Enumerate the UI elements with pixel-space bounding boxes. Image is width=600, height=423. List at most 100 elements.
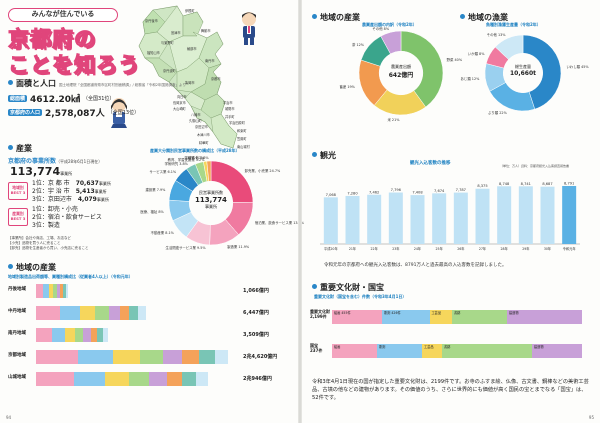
donut-center: 民営事業所数 113,774 事業所 <box>168 190 254 210</box>
tick-label: 21年 <box>349 246 357 251</box>
region-name: 中丹地域 <box>8 309 26 314</box>
donut-slice-label: その他 13% <box>486 33 506 38</box>
bar-segment <box>63 284 66 298</box>
right-page: 地域の産業 農業産出額の内訳（令和2年） 農業産出額 642億円 野菜 40% 米… <box>300 0 600 423</box>
bar-segment: 彫刻 <box>377 344 422 358</box>
tick-label: 平成20年 <box>324 246 338 251</box>
map-label: 綾部市 <box>187 47 197 51</box>
donut-slice-label: 不動産業 8.1% <box>150 231 174 236</box>
fish-heading: 地域の漁業 <box>460 12 508 23</box>
bar <box>518 186 533 244</box>
bar-segment <box>129 306 139 320</box>
tourism-unit-note: （単位：万人）資料：京都府観光入込客調査報告書 <box>500 164 570 168</box>
donut-slice-label: 製造業 11.9% <box>227 245 250 250</box>
list-item: 3位：京田辺市 4,079事業所 <box>32 196 109 203</box>
bar-segment <box>64 328 75 342</box>
page-number-left: 94 <box>6 415 12 420</box>
culture-stacked-bar: 絵画 455件 彫刻 426件 工芸品 書跡 建造物 <box>332 310 582 324</box>
bar-segment <box>181 350 200 364</box>
list-item: 3位：製造 <box>32 222 60 229</box>
bar-segment <box>128 372 150 386</box>
bar-segment <box>139 350 163 364</box>
donut-slice-label: 卸売業、小売業 24.7% <box>244 169 281 174</box>
boy-mascot-icon <box>242 12 256 45</box>
bar-value-label: 8,375 <box>477 184 487 188</box>
culture-title: 重要文化財（国宝を含む）件数（令和3年4月1日） <box>314 294 407 299</box>
bar <box>388 192 403 244</box>
best-sectors-tag: 産業別 BEST 3 <box>8 208 28 226</box>
bar-segment <box>36 306 61 320</box>
page-title: 京都府の ことを知ろう <box>8 26 140 78</box>
bar-segment <box>214 350 228 364</box>
agri-title: 農業産出額の内訳（令和2年） <box>362 22 417 27</box>
bar <box>475 188 490 244</box>
bar-segment <box>43 284 49 298</box>
donut-slice-label: あじ類 12% <box>460 77 480 82</box>
tick-label: 26年 <box>457 246 465 251</box>
tick-label: 22年 <box>371 246 379 251</box>
map-label: 南丹市 <box>205 59 215 63</box>
donut-slice <box>380 30 402 55</box>
area-rank: （全国31位） <box>83 96 115 102</box>
map-label: 八幡市 <box>191 113 201 117</box>
region-total: 2兆4,620億円 <box>243 354 278 360</box>
map-label: 向日市 <box>177 95 187 99</box>
bar-segment <box>112 350 140 364</box>
bar-segment <box>83 328 91 342</box>
map-label: 京都市 <box>211 77 221 81</box>
tick-label: 27年 <box>479 246 487 251</box>
industry-heading: 産業 <box>8 143 32 154</box>
map-label: 木津川市 <box>197 133 210 137</box>
tick-label: 28年 <box>501 246 509 251</box>
bar-value-label: 7,068 <box>326 193 337 197</box>
bar-segment <box>195 372 208 386</box>
culture-heading: 重要文化財・国宝 <box>312 282 384 293</box>
bar <box>410 195 425 244</box>
donut-slice-label: 医療、福祉 8% <box>140 210 164 215</box>
tourism-chart-title: 観光入込客数の推移 <box>410 161 451 166</box>
bar-value-label: 7,280 <box>347 191 358 195</box>
donut-center-unit: 事業所 <box>205 204 217 209</box>
bar-segment <box>36 284 44 298</box>
bar-segment <box>162 350 182 364</box>
culture-row: 国宝 237件 絵画 彫刻 工芸品 書跡 建造物 <box>310 340 590 362</box>
bar-segment <box>57 284 61 298</box>
bar-segment <box>108 306 120 320</box>
bar-segment <box>90 328 98 342</box>
region-stacked-bar <box>36 350 228 364</box>
bar-segment <box>48 284 54 298</box>
map-label: 久御山町 <box>189 119 202 123</box>
bar-segment: 彫刻 426件 <box>382 310 430 324</box>
bar-segment <box>79 306 96 320</box>
bar-segment: 絵画 455件 <box>332 310 382 324</box>
donut-slice-label: 茶 12% <box>351 42 364 47</box>
donut-slice-label: いわし類 45% <box>566 65 589 70</box>
region-name: 丹後地域 <box>8 287 26 292</box>
bar-value-label: 8,741 <box>521 182 531 186</box>
map-label: 京丹波町 <box>163 69 176 73</box>
culture-paragraph: 令和3年4月1日現在の国が指定した重要文化財は、2199件です。お寺のふすま絵、… <box>312 379 589 401</box>
bar-segment: 書跡 <box>442 344 532 358</box>
map-label: 伊根町 <box>185 9 195 13</box>
bar-segment <box>51 328 65 342</box>
bar-segment <box>60 306 80 320</box>
region-total: 1,066億円 <box>243 288 269 294</box>
agriculture-donut-chart <box>358 30 444 116</box>
bar <box>432 193 447 244</box>
list-item: 1位：京 都 市 70,637事業所 <box>32 180 111 187</box>
regions-heading: 地域の産業 <box>8 262 56 273</box>
region-stacked-bar <box>36 284 68 298</box>
bar-segment <box>95 306 109 320</box>
bar-segment <box>73 372 105 386</box>
donut-slice-label: サービス業 6.1% <box>149 170 177 175</box>
bar-segment <box>65 284 68 298</box>
area-tag: 総面積 <box>8 95 28 102</box>
tick-label: 24年 <box>414 246 422 251</box>
tick-label: 29年 <box>522 246 530 251</box>
bar-value-label: 7,787 <box>456 188 466 192</box>
title-line-1: 京都府の <box>8 26 96 52</box>
donut-slice-label: いか類 8% <box>467 51 485 56</box>
tick-label: 令和元年 <box>563 246 577 251</box>
map-label: 和束町 <box>237 129 247 133</box>
establishments-count: 113,774事業所 <box>10 165 73 178</box>
